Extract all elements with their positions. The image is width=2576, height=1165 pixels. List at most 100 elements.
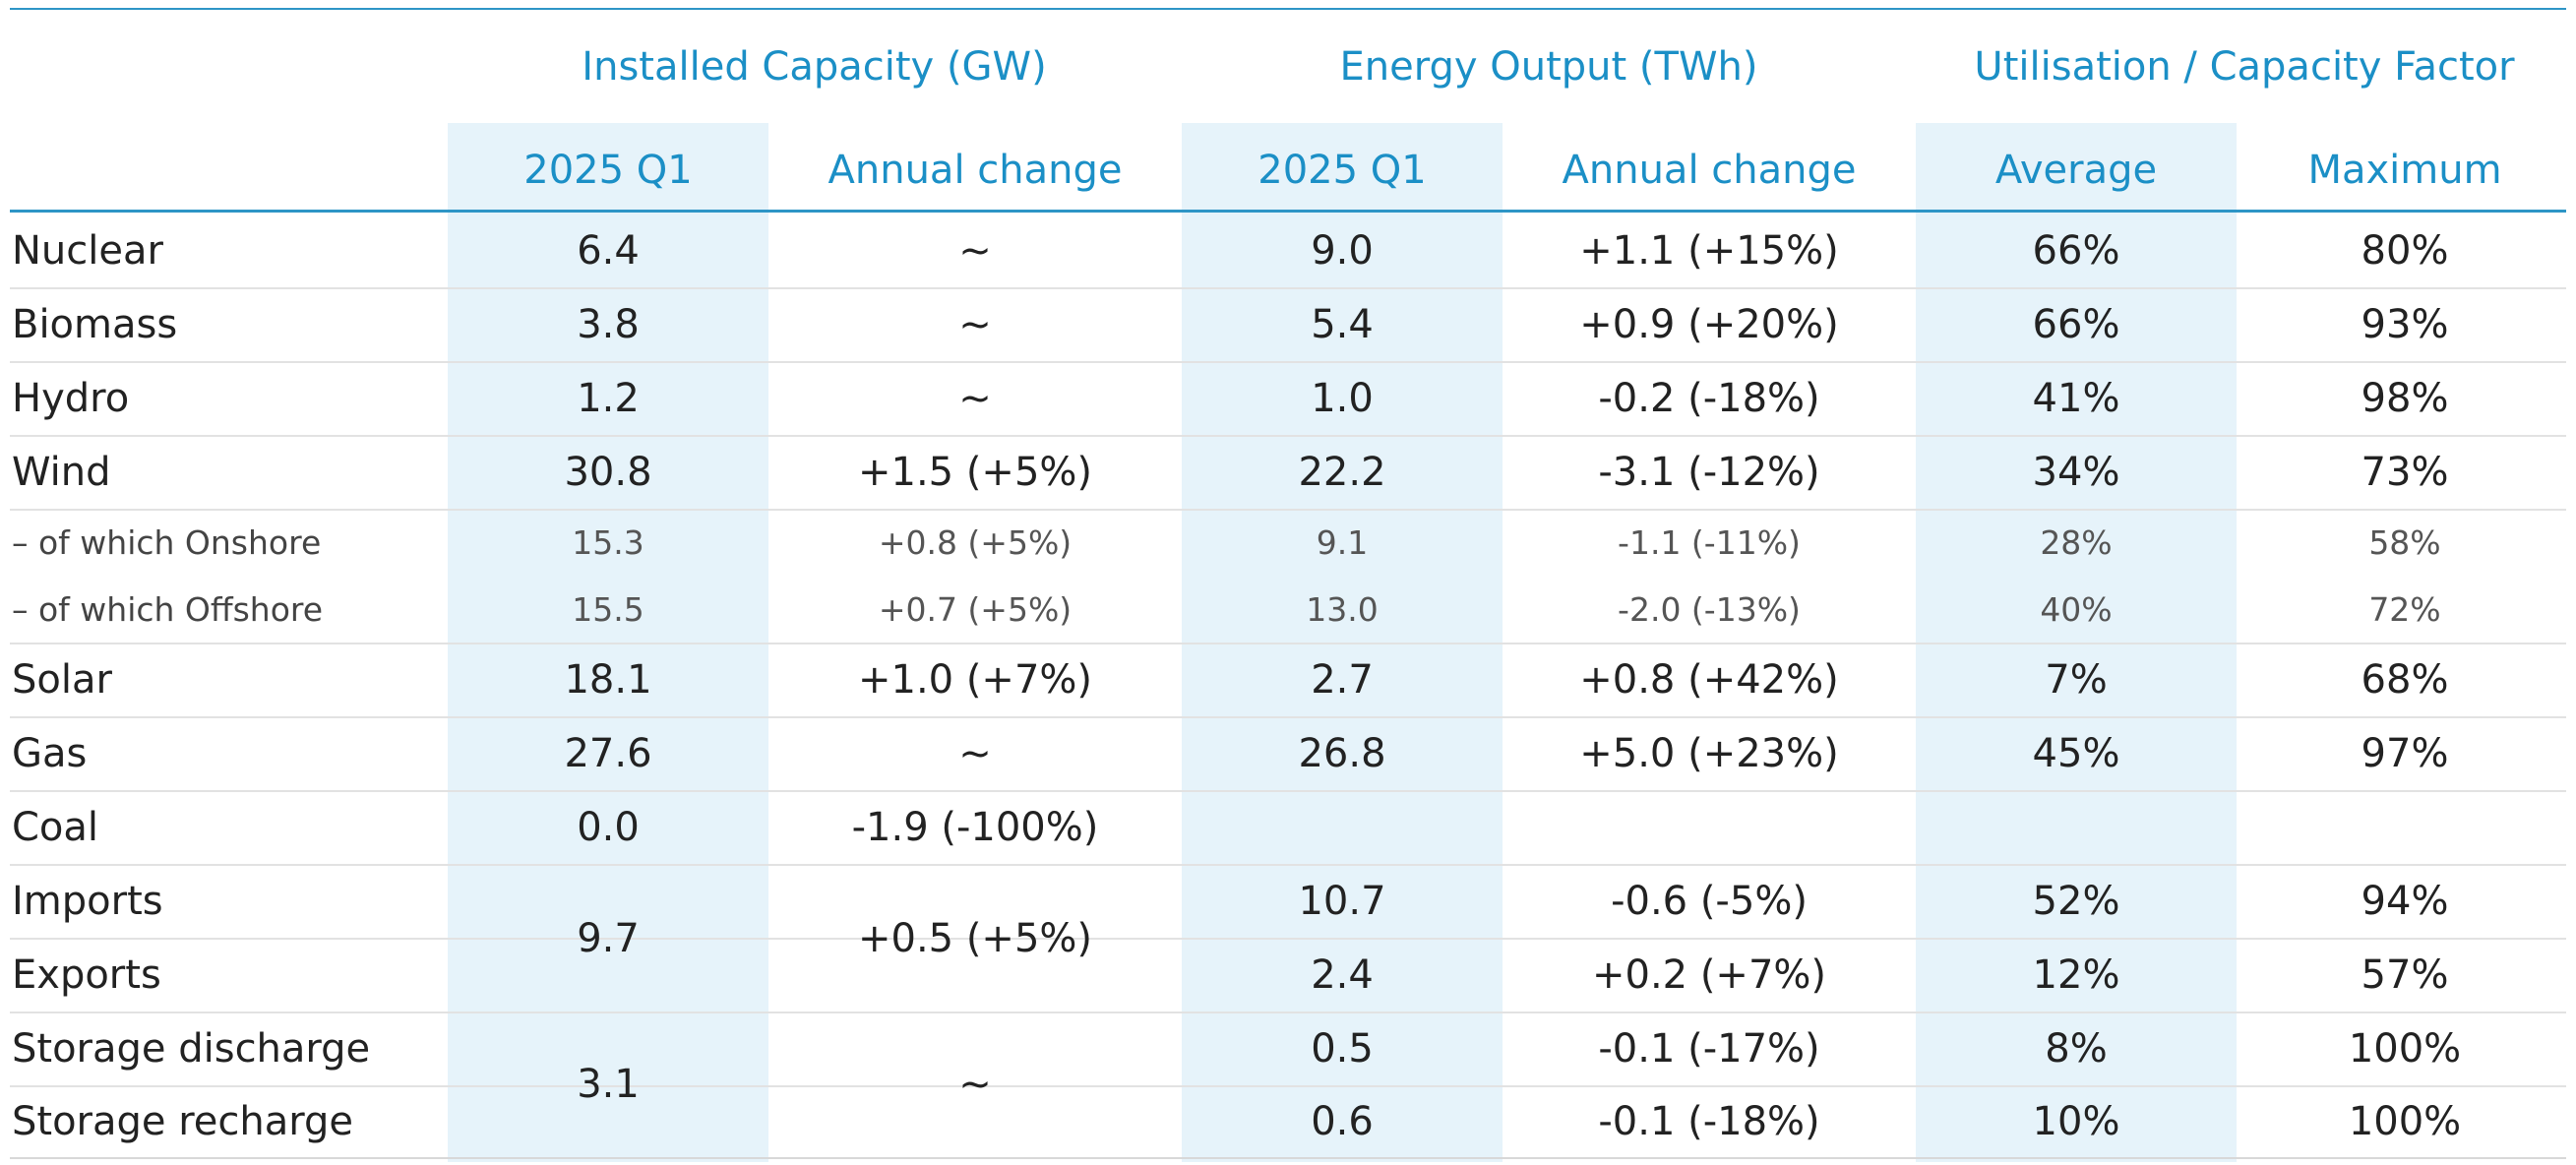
row-divider: [10, 1085, 2566, 1087]
table-cell-avg: 34%: [2032, 450, 2120, 495]
table-cell-cap: 3.8: [577, 302, 640, 347]
row-divider: [10, 790, 2566, 792]
table-cell-out-change: -0.6 (-5%): [1611, 879, 1808, 924]
row-label: Hydro: [12, 376, 130, 421]
table-cell-out: 9.0: [1311, 228, 1374, 274]
table-cell-max: 98%: [2361, 376, 2449, 421]
table-cell-avg: 7%: [2045, 657, 2108, 703]
row-label: Gas: [12, 731, 88, 776]
table-cell-max: 68%: [2361, 657, 2449, 703]
row-divider: [10, 435, 2566, 437]
table-cell-out-change: +5.0 (+23%): [1579, 731, 1839, 776]
table-cell-cap: 15.3: [572, 523, 644, 562]
table-cell-max: [2237, 791, 2573, 865]
table-cell-avg: 41%: [2032, 376, 2120, 421]
table-cell-out: 9.1: [1316, 523, 1369, 562]
table-cell-out: 2.4: [1311, 952, 1374, 998]
table-cell-out: 5.4: [1311, 302, 1374, 347]
row-label: Biomass: [12, 302, 178, 347]
table-cell-avg: 45%: [2032, 731, 2120, 776]
table-cell-out: 2.7: [1311, 657, 1374, 703]
table-cell-max: 100%: [2348, 1026, 2462, 1072]
table-cell-out: [1182, 791, 1503, 865]
header-capacity-annual-change: Annual change: [828, 148, 1123, 193]
group-header-energy-output: Energy Output (TWh): [1339, 44, 1758, 90]
table-cell-out-change: -0.1 (-18%): [1598, 1099, 1820, 1144]
table-cell-cap-change: +1.5 (+5%): [857, 450, 1093, 495]
table-cell-avg: 66%: [2032, 228, 2120, 274]
header-rule: [10, 210, 2566, 213]
header-capacity-q1: 2025 Q1: [523, 148, 693, 193]
table-cell-cap-change: ~: [958, 1062, 992, 1107]
row-label: Coal: [12, 805, 99, 850]
table-cell-out: 0.6: [1311, 1099, 1374, 1144]
table-cell-cap: 15.5: [572, 590, 644, 629]
row-label: – of which Offshore: [12, 590, 324, 629]
table-cell-out: 1.0: [1311, 376, 1374, 421]
table-cell-max: 80%: [2361, 228, 2449, 274]
table-cell-out-change: -1.1 (-11%): [1618, 523, 1801, 562]
table-cell-cap: 0.0: [577, 805, 640, 850]
table-cell-max: 58%: [2368, 523, 2441, 562]
table-cell-cap-change: -1.9 (-100%): [851, 805, 1099, 850]
row-divider: [10, 864, 2566, 866]
table-cell-avg: 28%: [2040, 523, 2113, 562]
row-label: – of which Onshore: [12, 523, 322, 562]
table-cell-out-change: +0.8 (+42%): [1579, 657, 1839, 703]
row-label: Wind: [12, 450, 111, 495]
table-cell-cap: 1.2: [577, 376, 640, 421]
row-label: Nuclear: [12, 228, 163, 274]
table-cell-cap-change: ~: [958, 731, 992, 776]
table-cell-cap-change: ~: [958, 376, 992, 421]
table-cell-max: 72%: [2368, 590, 2441, 629]
table-cell-max: 94%: [2361, 879, 2449, 924]
table-cell-avg: 52%: [2032, 879, 2120, 924]
table-cell-avg: 12%: [2032, 952, 2120, 998]
row-label: Storage discharge: [12, 1026, 371, 1072]
row-label: Exports: [12, 952, 161, 998]
row-divider: [10, 716, 2566, 718]
row-divider: [10, 938, 2566, 940]
table-cell-out-change: -0.1 (-17%): [1598, 1026, 1820, 1072]
top-rule: [10, 8, 2566, 10]
table-cell-out: 26.8: [1298, 731, 1386, 776]
table-cell-cap: 6.4: [577, 228, 640, 274]
row-divider: [10, 643, 2566, 644]
table-cell-max: 57%: [2361, 952, 2449, 998]
group-header-utilisation: Utilisation / Capacity Factor: [1974, 44, 2515, 90]
row-label: Imports: [12, 879, 163, 924]
table-cell-out-change: -0.2 (-18%): [1598, 376, 1820, 421]
table-cell-cap-change: +1.0 (+7%): [857, 657, 1093, 703]
group-header-installed-capacity: Installed Capacity (GW): [582, 44, 1047, 90]
row-label: Solar: [12, 657, 112, 703]
row-divider: [10, 287, 2566, 289]
table-cell-out-change: -2.0 (-13%): [1618, 590, 1801, 629]
table-cell-out-change: +1.1 (+15%): [1579, 228, 1839, 274]
header-utilisation-average: Average: [1994, 148, 2158, 193]
table-cell-cap: 30.8: [564, 450, 652, 495]
table-cell-out: 22.2: [1298, 450, 1386, 495]
table-cell-cap: 18.1: [564, 657, 652, 703]
table-cell-out-change: [1503, 791, 1916, 865]
table-cell-avg: 66%: [2032, 302, 2120, 347]
table-cell-out-change: -3.1 (-12%): [1598, 450, 1820, 495]
table-cell-cap-change: +0.8 (+5%): [878, 523, 1073, 562]
table-cell-cap: 27.6: [564, 731, 652, 776]
table-cell-avg: 40%: [2040, 590, 2113, 629]
row-divider: [10, 361, 2566, 363]
table-cell-out: 13.0: [1306, 590, 1379, 629]
table-cell-cap: 3.1: [577, 1062, 640, 1107]
table-cell-out-change: +0.9 (+20%): [1579, 302, 1839, 347]
header-output-annual-change: Annual change: [1562, 148, 1857, 193]
header-output-q1: 2025 Q1: [1257, 148, 1427, 193]
table-cell-max: 97%: [2361, 731, 2449, 776]
table-cell-max: 100%: [2348, 1099, 2462, 1144]
table-cell-out: 0.5: [1311, 1026, 1374, 1072]
table-cell-cap-change: +0.5 (+5%): [857, 916, 1093, 961]
row-label: Storage recharge: [12, 1099, 353, 1144]
table-cell-avg: [1916, 791, 2237, 865]
table-cell-cap: 9.7: [577, 916, 640, 961]
table-cell-avg: 10%: [2032, 1099, 2120, 1144]
header-utilisation-maximum: Maximum: [2307, 148, 2502, 193]
table-cell-cap-change: +0.7 (+5%): [878, 590, 1073, 629]
